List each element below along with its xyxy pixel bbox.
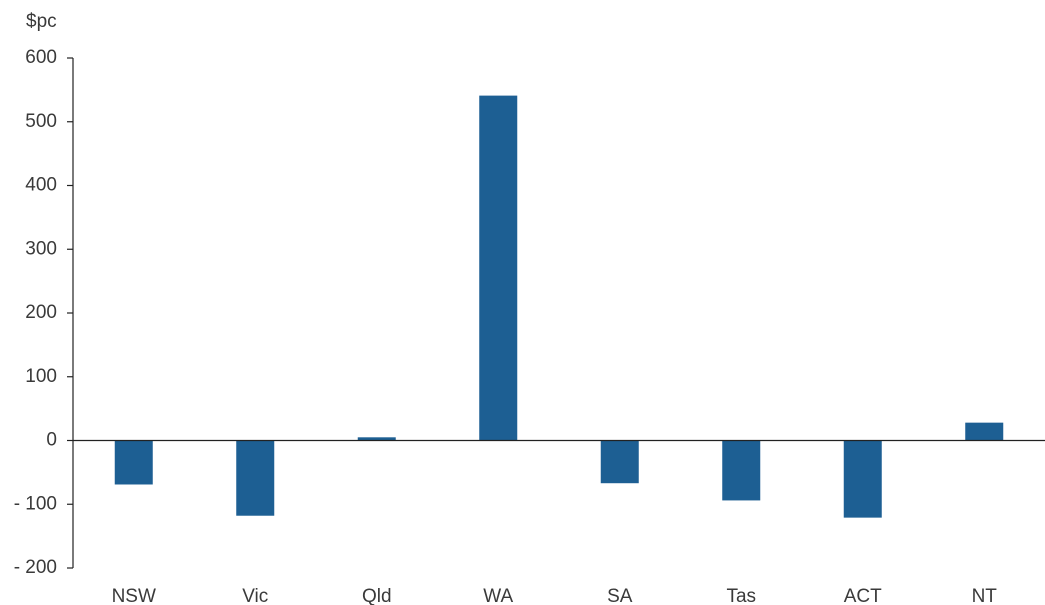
bar <box>479 95 518 441</box>
bar <box>114 440 153 485</box>
y-tick-label: 0 <box>46 430 57 451</box>
y-tick-label: 200 <box>25 302 57 323</box>
y-tick-label: 400 <box>25 175 57 196</box>
x-tick-label: NSW <box>112 586 156 605</box>
x-tick-label: Vic <box>242 586 268 605</box>
x-tick-label: Qld <box>362 586 392 605</box>
x-tick-label: WA <box>483 586 513 605</box>
y-axis-label: $pc <box>26 11 57 32</box>
bar <box>722 440 761 501</box>
y-tick-label: 300 <box>25 238 57 259</box>
x-tick-label: Tas <box>726 586 756 605</box>
bar <box>357 437 396 441</box>
x-tick-label: SA <box>607 586 633 605</box>
x-tick-label: NT <box>972 586 998 605</box>
bar <box>965 422 1004 441</box>
y-tick-label: - 100 <box>14 493 57 514</box>
bar <box>236 440 275 516</box>
y-tick-label: 500 <box>25 111 57 132</box>
x-tick-label: ACT <box>844 586 882 605</box>
bar <box>843 440 882 518</box>
bar <box>600 440 639 484</box>
y-tick-label: - 200 <box>14 557 57 578</box>
y-tick-label: 100 <box>25 366 57 387</box>
y-tick-label: 600 <box>25 47 57 68</box>
